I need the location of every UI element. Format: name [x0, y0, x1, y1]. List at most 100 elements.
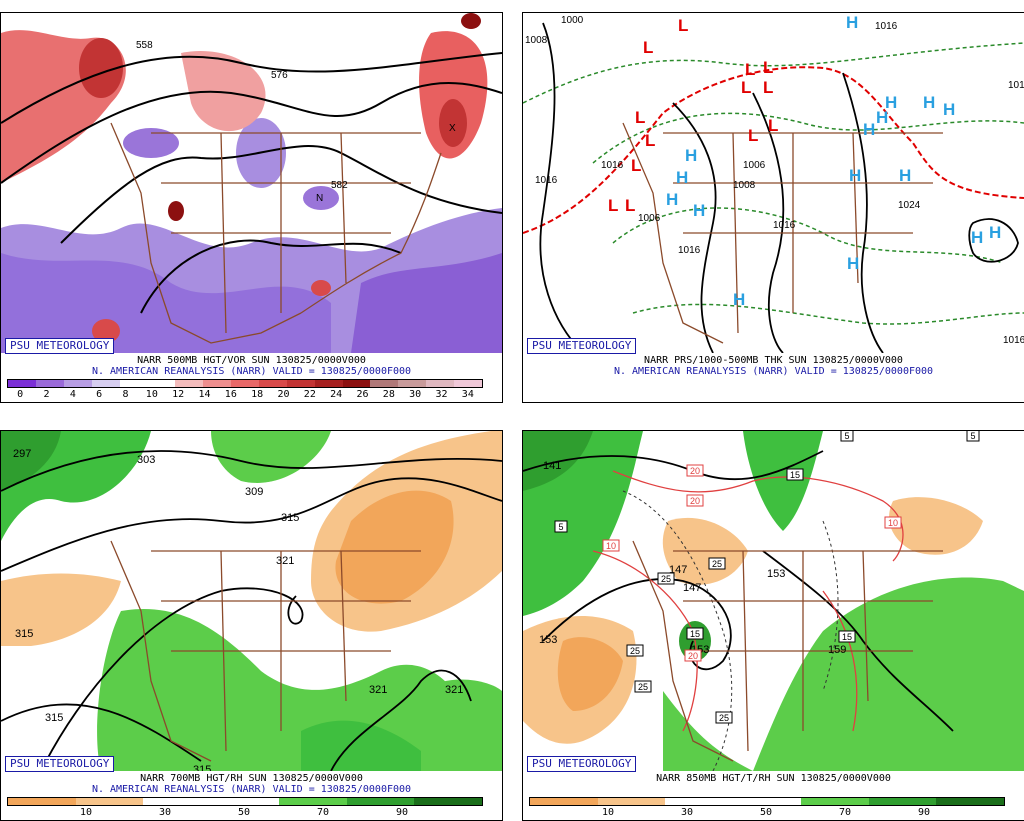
contour-label: 582 [331, 180, 348, 191]
contour-label: 321 [276, 555, 294, 567]
colorbar-swatch [35, 380, 64, 387]
svg-text:20: 20 [690, 466, 700, 476]
high-pressure-marker: H [849, 166, 861, 185]
high-pressure-marker: H [666, 190, 678, 209]
temperature-label-box: 25 [715, 711, 733, 724]
contour-label: 303 [137, 454, 155, 466]
colorbar-tick-label: 2 [43, 389, 50, 400]
colorbar-swatch [936, 798, 1005, 805]
svg-text:20: 20 [690, 496, 700, 506]
rh-colorbar-labels: 10 30 50 70 90 [7, 807, 481, 819]
isobar-label: 1016 [678, 245, 701, 256]
contour-label: 159 [828, 644, 846, 656]
colorbar-swatch [370, 380, 399, 387]
svg-text:10: 10 [606, 541, 616, 551]
temperature-label-box: 15 [838, 630, 856, 643]
isobar-label: 1016 [535, 175, 558, 186]
colorbar-tick-label: 32 [435, 389, 448, 400]
colorbar-swatch [63, 380, 92, 387]
high-pressure-marker: H [846, 13, 858, 32]
svg-text:25: 25 [630, 646, 640, 656]
svg-text:25: 25 [661, 574, 671, 584]
colorbar-tick-label: 0 [17, 389, 24, 400]
rh-colorbar [529, 797, 1005, 806]
colorbar-tick-label: 22 [303, 389, 316, 400]
isobar-label: 1016 [1003, 335, 1024, 346]
svg-text:15: 15 [842, 632, 852, 642]
svg-text:25: 25 [719, 713, 729, 723]
panel-850mb-temperature-humidity: 141 147 153 159 153 147 153 5 5 5 15 15 … [522, 430, 1024, 821]
colorbar-tick-label: 10 [601, 807, 615, 818]
colorbar-swatch [414, 798, 483, 805]
panel-title: NARR 700MB HGT/RH SUN 130825/0000V000 [140, 773, 363, 784]
contour-label: 315 [45, 712, 63, 724]
colorbar-swatch [597, 798, 666, 805]
isobar-label: 1016 [773, 220, 796, 231]
psu-meteorology-logo: PSU METEOROLOGY [527, 756, 637, 772]
low-pressure-marker: L [645, 131, 655, 150]
isobar-label: 1016 [601, 160, 624, 171]
colorbar-swatch [231, 380, 259, 387]
colorbar-swatch [665, 798, 734, 805]
colorbar-tick-label: 24 [330, 389, 343, 400]
psu-meteorology-logo: PSU METEOROLOGY [5, 338, 115, 354]
svg-text:15: 15 [790, 470, 800, 480]
colorbar-tick-label: 28 [382, 389, 395, 400]
colorbar-swatch [91, 380, 120, 387]
low-pressure-marker: L [763, 78, 773, 97]
colorbar-tick-label: 70 [316, 807, 330, 818]
low-pressure-marker: L [763, 58, 773, 77]
pressure-map: 1000 1008 1016 1016 1006 1008 1016 1016 … [523, 13, 1024, 353]
vort-min-label: N [316, 193, 323, 204]
colorbar-swatch [868, 798, 937, 805]
isobar-label: 1008 [525, 35, 548, 46]
contour-label: 315 [281, 512, 299, 524]
low-pressure-marker: L [741, 78, 751, 97]
high-pressure-marker: H [847, 254, 859, 273]
isobar-label: 1000 [561, 15, 584, 26]
contour-label: 147 [683, 582, 701, 594]
colorbar-tick-label: 30 [158, 807, 172, 818]
vort-max-label: X [449, 123, 456, 134]
low-pressure-marker: L [608, 196, 618, 215]
panel-subtitle: N. AMERICAN REANALYSIS (NARR) VALID = 13… [613, 366, 934, 377]
isobar-label: 1006 [638, 213, 661, 224]
high-pressure-marker: H [693, 201, 705, 220]
low-pressure-marker: L [631, 156, 641, 175]
svg-text:25: 25 [712, 559, 722, 569]
high-pressure-marker: H [899, 166, 911, 185]
temperature-label-box: 10 [602, 539, 620, 552]
isobar-label: 1024 [898, 200, 921, 211]
high-pressure-marker: H [943, 100, 955, 119]
colorbar-tick-label: 34 [461, 389, 474, 400]
isobar-label: 1008 [733, 180, 756, 191]
colorbar-swatch [800, 798, 869, 805]
rh700-map: 297 303 309 315 321 315 315 321 321 315 [1, 431, 502, 771]
isobar-label: 1016 [875, 21, 898, 32]
svg-text:20: 20 [688, 651, 698, 661]
temperature-label-box: 5 [554, 520, 568, 533]
panel-title: NARR PRS/1000-500MB THK SUN 130825/0000V… [644, 355, 903, 366]
temperature-label-box: 5 [966, 431, 980, 442]
high-pressure-marker: H [876, 108, 888, 127]
contour-label: 153 [767, 568, 785, 580]
vorticity-colorbar [7, 379, 483, 388]
colorbar-tick-label: 26 [356, 389, 369, 400]
colorbar-tick-label: 10 [145, 389, 158, 400]
colorbar-tick-label: 18 [251, 389, 264, 400]
temperature-label-box: 25 [657, 572, 675, 585]
colorbar-swatch [314, 380, 343, 387]
colorbar-swatch [175, 380, 204, 387]
high-pressure-marker: H [923, 93, 935, 112]
low-pressure-marker: L [748, 126, 758, 145]
low-pressure-marker: L [643, 38, 653, 57]
contour-label: 315 [193, 764, 211, 771]
high-pressure-marker: H [733, 290, 745, 309]
colorbar-swatch [8, 380, 36, 387]
rh-colorbar [7, 797, 483, 806]
contour-label: 315 [15, 628, 33, 640]
isobar-label: 1016 [1008, 80, 1024, 91]
colorbar-tick-label: 30 [409, 389, 422, 400]
colorbar-swatch [530, 798, 598, 805]
vorticity-map: 558 576 582 N X [1, 13, 502, 353]
